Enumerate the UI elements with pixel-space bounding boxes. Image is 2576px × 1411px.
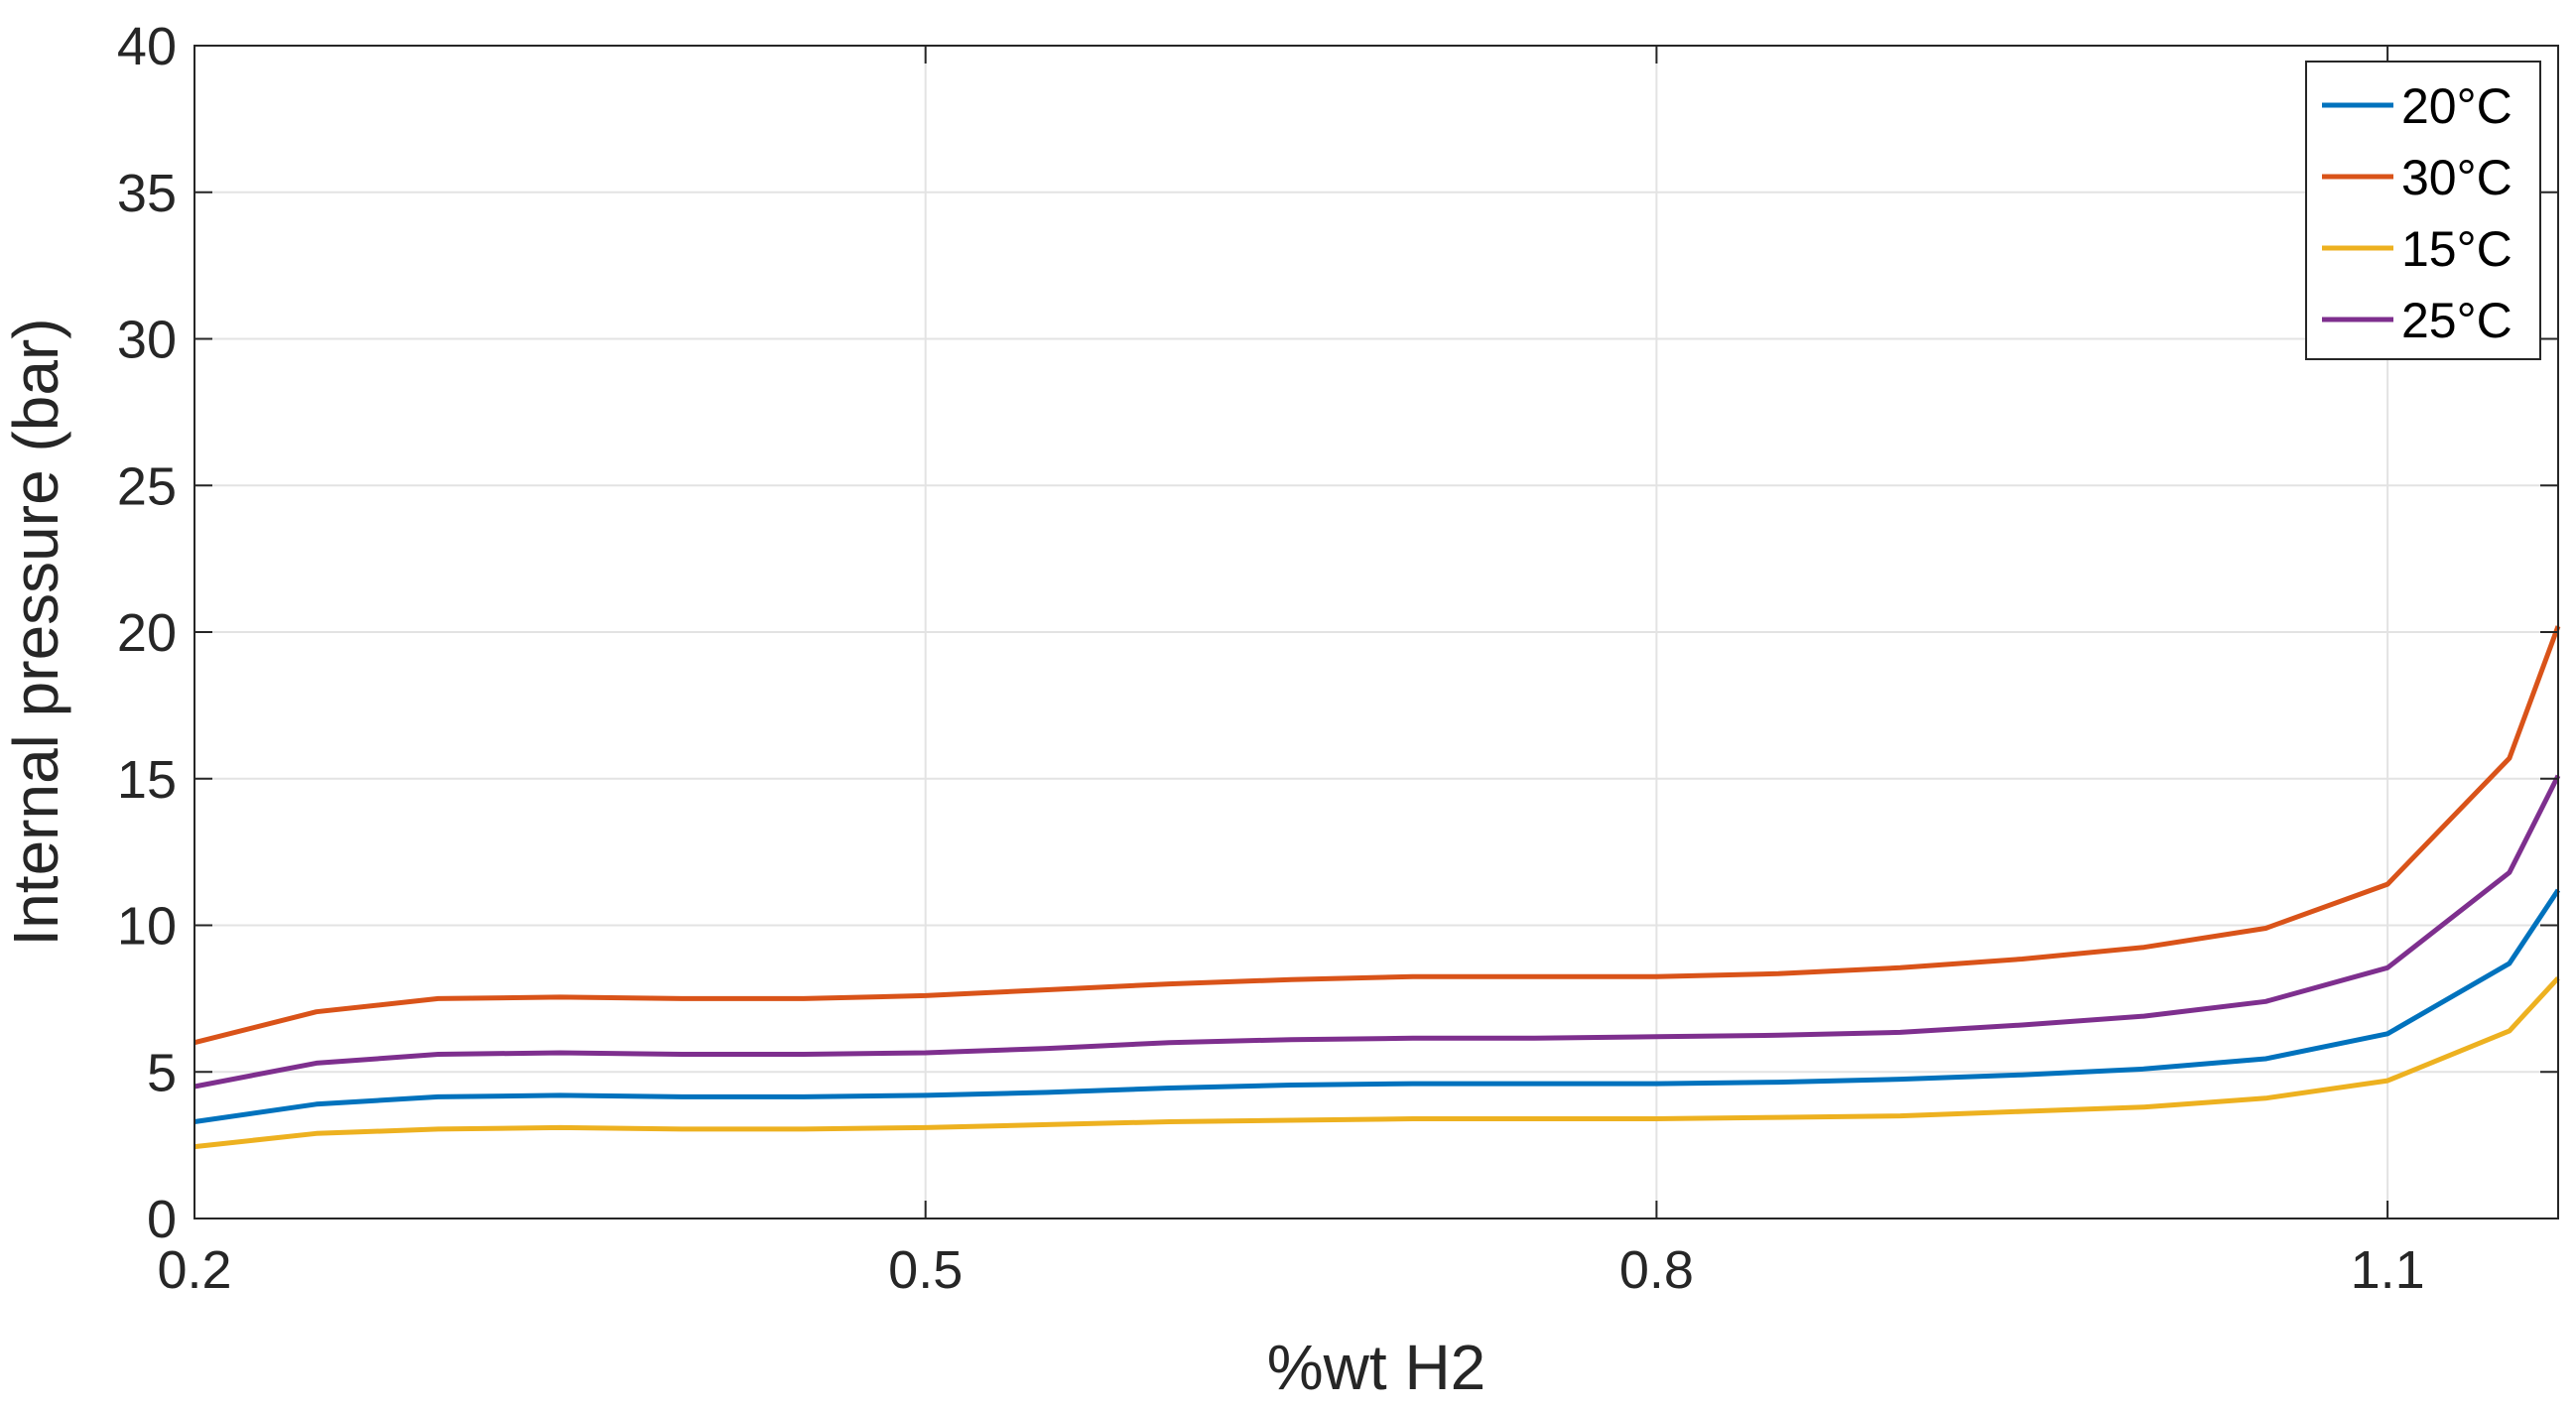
y-tick-label: 30	[117, 311, 177, 370]
legend-label: 25°C	[2401, 293, 2512, 348]
series-line-3	[193, 774, 2561, 1090]
legend-label: 15°C	[2401, 221, 2512, 277]
grid	[193, 45, 2558, 1219]
x-tick-label: 0.5	[888, 1240, 963, 1300]
legend: 20°C 30°C 15°C 25°C	[2305, 61, 2541, 360]
series-line-0	[193, 888, 2561, 1124]
series-line-2	[193, 976, 2560, 1150]
y-axis-label: Internal pressure (bar)	[0, 318, 71, 946]
y-tick-label: 0	[147, 1190, 177, 1249]
x-axis-label: %wt H2	[1267, 1332, 1486, 1403]
y-tick-label: 40	[117, 17, 177, 76]
y-tick-label: 5	[147, 1043, 177, 1102]
x-tick-label: 1.1	[2351, 1240, 2425, 1300]
series-line-1	[193, 625, 2561, 1046]
series-layer	[193, 625, 2561, 1150]
y-tick-label: 10	[117, 897, 177, 957]
x-tick-label: 0.8	[1619, 1240, 1694, 1300]
y-tick-label: 25	[117, 456, 177, 516]
legend-box	[2305, 61, 2541, 360]
y-tick-label: 35	[117, 164, 177, 223]
legend-label: 20°C	[2401, 78, 2512, 134]
y-tick-label: 20	[117, 603, 177, 663]
y-tick-label: 15	[117, 750, 177, 810]
ticks: 0.2 0.5 0.8 1.1 0 5 10 15 20 25 30 35 40	[117, 17, 2558, 1300]
x-tick-label: 0.2	[157, 1240, 231, 1300]
legend-label: 30°C	[2401, 150, 2512, 205]
